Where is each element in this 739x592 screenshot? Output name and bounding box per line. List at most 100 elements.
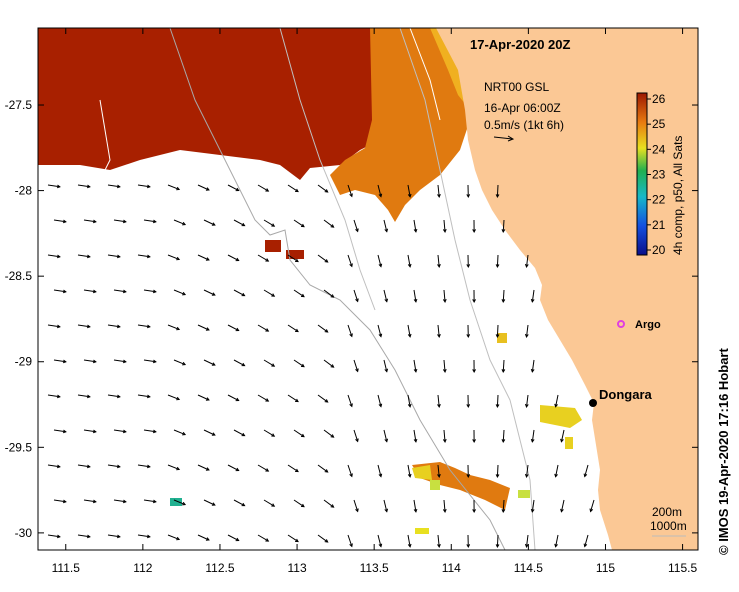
current-arrow-shaft: [47, 394, 60, 398]
current-arrow-shaft: [173, 359, 186, 366]
current-arrow-head: [324, 259, 329, 263]
current-arrow-shaft: [502, 429, 505, 443]
current-arrow-shaft: [53, 219, 66, 223]
current-arrow-head: [300, 503, 305, 508]
current-arrow: [257, 534, 270, 542]
current-arrow-head: [384, 438, 389, 443]
current-arrow-shaft: [83, 429, 96, 433]
current-arrow: [77, 464, 91, 469]
current-arrow: [530, 359, 535, 373]
contour-1000m: [169, 28, 506, 550]
current-arrow: [323, 219, 335, 228]
current-arrow: [413, 429, 418, 443]
current-arrow: [583, 534, 589, 548]
current-arrow-shaft: [227, 394, 239, 401]
current-arrow-shaft: [227, 324, 239, 331]
current-arrow-shaft: [323, 499, 334, 508]
sst-field-warm: [38, 28, 380, 180]
current-arrow-shaft: [293, 289, 305, 298]
current-arrow-shaft: [197, 324, 210, 331]
current-arrow-head: [466, 474, 471, 479]
current-arrow: [227, 324, 240, 332]
current-arrow-shaft: [173, 429, 186, 436]
current-arrow-shaft: [502, 219, 505, 233]
current-arrow-shaft: [407, 464, 411, 477]
current-arrow-head: [235, 537, 240, 542]
current-arrow-shaft: [317, 394, 328, 403]
current-arrow-head: [378, 263, 383, 268]
current-arrow: [203, 359, 216, 366]
sst-field-edge: [430, 28, 470, 110]
current-arrow: [353, 359, 359, 373]
current-arrow-head: [407, 543, 412, 548]
current-arrow-shaft: [443, 219, 446, 232]
current-arrow-shaft: [107, 534, 120, 538]
current-arrow: [323, 429, 335, 438]
current-arrow: [317, 254, 329, 263]
current-arrow-shaft: [203, 359, 216, 366]
current-arrow-shaft: [143, 289, 156, 293]
colorbar-label: 4h comp, p50, All Sats: [671, 136, 685, 255]
current-arrow-shaft: [173, 289, 186, 296]
current-arrow-head: [495, 334, 500, 339]
current-arrow-head: [241, 222, 246, 227]
current-arrow-head: [524, 403, 529, 408]
current-arrow: [472, 429, 476, 444]
current-arrow-shaft: [496, 254, 499, 268]
current-arrow: [137, 254, 151, 259]
current-arrow-head: [324, 189, 329, 193]
current-arrow-shaft: [287, 324, 299, 332]
current-arrow-head: [182, 291, 187, 296]
current-arrow-shaft: [502, 359, 505, 373]
current-arrow-shaft: [347, 394, 353, 407]
current-arrow-head: [554, 473, 558, 478]
current-arrow-shaft: [317, 464, 328, 473]
current-arrow: [287, 254, 299, 263]
current-arrow-shaft: [413, 499, 417, 512]
colorbar: [636, 92, 648, 256]
current-arrow: [167, 324, 181, 331]
current-arrow: [442, 499, 447, 513]
current-arrow: [347, 464, 353, 478]
current-arrow-head: [437, 193, 441, 198]
current-arrow: [263, 429, 276, 437]
current-arrow-head: [437, 403, 441, 408]
current-arrow-shaft: [353, 499, 359, 512]
current-arrow-head: [146, 324, 151, 329]
current-arrow-shaft: [323, 289, 334, 298]
current-arrow-head: [384, 298, 389, 303]
current-arrow-head: [211, 292, 216, 296]
current-arrow-head: [437, 333, 441, 338]
current-arrow-shaft: [407, 184, 411, 197]
current-arrow: [227, 534, 240, 542]
current-arrow-shaft: [137, 254, 150, 258]
current-arrow-head: [116, 324, 121, 329]
current-arrow: [263, 289, 276, 297]
current-arrow: [47, 254, 61, 259]
current-arrow-shaft: [287, 184, 299, 192]
current-arrow-head: [378, 543, 383, 548]
current-arrow-head: [589, 508, 594, 513]
current-arrow-head: [295, 468, 299, 473]
current-arrow-shaft: [197, 394, 210, 401]
current-arrow: [442, 219, 447, 233]
current-arrow: [353, 289, 359, 303]
current-arrow-shaft: [113, 289, 126, 293]
current-arrow-shaft: [257, 464, 269, 472]
current-arrow: [377, 254, 383, 268]
current-arrow-head: [116, 394, 121, 399]
current-arrow-head: [295, 328, 299, 333]
current-arrow: [137, 534, 151, 539]
current-arrow: [107, 394, 121, 399]
current-arrow-shaft: [77, 464, 90, 468]
current-arrow: [257, 184, 270, 192]
current-arrow-head: [501, 229, 506, 234]
current-arrow-head: [407, 193, 412, 198]
current-arrow-head: [495, 404, 500, 409]
current-arrow-shaft: [377, 324, 382, 337]
current-arrow-shaft: [197, 184, 210, 191]
current-arrow-head: [205, 467, 210, 471]
current-arrow-shaft: [347, 534, 353, 547]
current-arrow-head: [146, 184, 151, 189]
current-arrow-shaft: [83, 499, 96, 503]
